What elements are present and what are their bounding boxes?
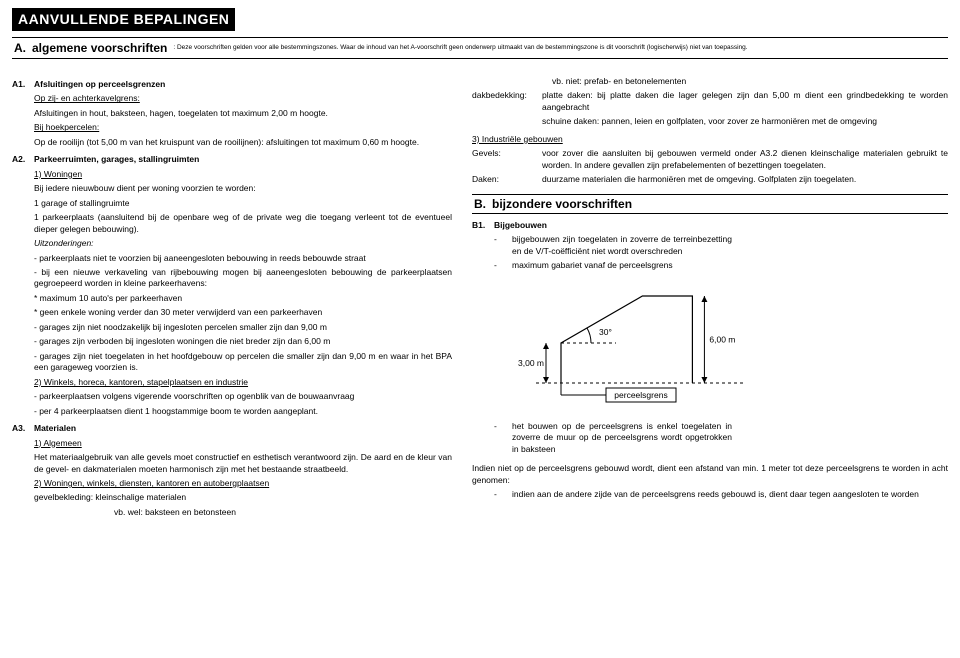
a3-num: A3.	[12, 423, 34, 434]
a2-num: A2.	[12, 154, 34, 165]
a2-u2: - bij een nieuwe verkaveling van rijbebo…	[34, 267, 452, 290]
section-b-title: bijzondere voorschriften	[492, 196, 632, 212]
section-a-title: algemene voorschriften	[32, 40, 167, 56]
dak-v1: platte daken: bij platte daken die lager…	[542, 90, 948, 113]
a3-title: Materialen	[34, 423, 76, 433]
a3-vbwel: vb. wel: baksteen en betonsteen	[114, 507, 452, 518]
a1-heading: A1.Afsluitingen op perceelsgrenzen	[12, 79, 452, 90]
a2-u2a: * maximum 10 auto's per parkeerhaven	[34, 293, 452, 304]
dash: -	[494, 234, 512, 257]
a2-w-l1: 1 garage of stallingruimte	[34, 198, 452, 209]
a3-s2-u: 2) Woningen, winkels, diensten, kantoren…	[34, 478, 452, 489]
gabariet-diagram: 3,00 m 30° 6,00 m perceelsgrens	[496, 288, 756, 411]
b1-title: Bijgebouwen	[494, 220, 547, 230]
tail-t1: het bouwen op de perceelsgrens is enkel …	[512, 421, 732, 455]
a2-title: Parkeerruimten, garages, stallingruimten	[34, 154, 199, 164]
a1-sub2-txt: Op de rooilijn (tot 5,00 m van het kruis…	[34, 137, 452, 148]
vbniet: vb. niet: prefab- en betonelementen	[552, 76, 948, 87]
a2-u2b: * geen enkele woning verder dan 30 meter…	[34, 307, 452, 318]
dak2-k: Daken:	[472, 174, 542, 185]
svg-text:3,00 m: 3,00 m	[518, 358, 544, 368]
a2-u1: - parkeerplaats niet te voorzien bij aan…	[34, 253, 452, 264]
dak2-v: duurzame materialen die harmoniëren met …	[542, 174, 948, 185]
dak-v2: schuine daken: pannen, leien en golfplat…	[542, 116, 948, 127]
b1-heading: B1.Bijgebouwen	[472, 220, 948, 231]
tail-t3: indien aan de andere zijde van de percee…	[512, 489, 948, 500]
ind-u: 3) Industriële gebouwen	[472, 134, 948, 145]
dak-k: dakbedekking:	[472, 90, 542, 130]
a1-sub1-txt: Afsluitingen in hout, baksteen, hagen, t…	[34, 108, 452, 119]
a2-s2-u: 2) Winkels, horeca, kantoren, stapelplaa…	[34, 377, 452, 388]
a1-num: A1.	[12, 79, 34, 90]
a2-s2-l2: - per 4 parkeerplaatsen dient 1 hoogstam…	[34, 406, 452, 417]
a1-sub1-u: Op zij- en achterkavelgrens:	[34, 93, 452, 104]
a3-alg-txt: Het materiaalgebruik van alle gevels moe…	[34, 452, 452, 475]
section-a-letter: A.	[14, 40, 26, 56]
a2-u3: - garages zijn niet noodzakelijk bij ing…	[34, 322, 452, 333]
svg-text:30°: 30°	[599, 327, 612, 337]
svg-text:6,00 m: 6,00 m	[709, 334, 735, 344]
a2-uitz: Uitzonderingen:	[34, 238, 452, 249]
section-a-bar: A. algemene voorschriften : Deze voorsch…	[12, 37, 948, 59]
a2-w-l2: 1 parkeerplaats (aansluitend bij de open…	[34, 212, 452, 235]
a2-u5: - garages zijn niet toegelaten in het ho…	[34, 351, 452, 374]
a2-u4: - garages zijn verboden bij ingesloten w…	[34, 336, 452, 347]
left-column: A1.Afsluitingen op perceelsgrenzen Op zi…	[12, 73, 452, 522]
a2-heading: A2.Parkeerruimten, garages, stallingruim…	[12, 154, 452, 165]
svg-text:perceelsgrens: perceelsgrens	[614, 390, 667, 400]
page-title: AANVULLENDE BEPALINGEN	[12, 8, 235, 31]
a2-s2-l1: - parkeerplaatsen volgens vigerende voor…	[34, 391, 452, 402]
a1-sub2-u: Bij hoekpercelen:	[34, 122, 452, 133]
tail-t2: Indien niet op de perceelsgrens gebouwd …	[472, 463, 948, 486]
dash: -	[494, 421, 512, 455]
section-b-letter: B.	[474, 196, 486, 212]
gev-v: voor zover die aansluiten bij gebouwen v…	[542, 148, 948, 171]
section-a-note: : Deze voorschriften gelden voor alle be…	[173, 44, 747, 53]
a2-w-u: 1) Woningen	[34, 169, 452, 180]
b1-l1: bijgebouwen zijn toegelaten in zoverre d…	[512, 234, 732, 257]
a3-gv: gevelbekleding: kleinschalige materialen	[34, 492, 452, 503]
dash: -	[494, 489, 512, 500]
b1-l2: maximum gabariet vanaf de perceelsgrens	[512, 260, 732, 271]
b1-num: B1.	[472, 220, 494, 231]
a3-heading: A3.Materialen	[12, 423, 452, 434]
right-column: vb. niet: prefab- en betonelementen dakb…	[472, 73, 948, 522]
a3-alg-u: 1) Algemeen	[34, 438, 452, 449]
a2-w-intro: Bij iedere nieuwbouw dient per woning vo…	[34, 183, 452, 194]
dash: -	[494, 260, 512, 271]
section-b-bar: B. bijzondere voorschriften	[472, 194, 948, 214]
a1-title: Afsluitingen op perceelsgrenzen	[34, 79, 165, 89]
gev-k: Gevels:	[472, 148, 542, 171]
